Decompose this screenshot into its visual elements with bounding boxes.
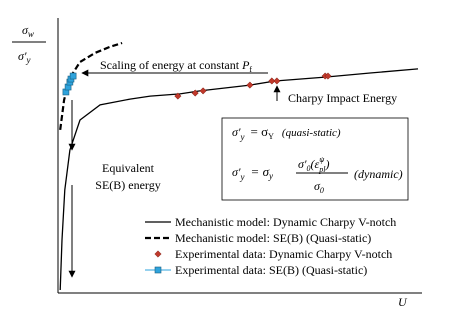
- legend-swatch: [154, 250, 162, 258]
- diamond-marker: [199, 87, 207, 95]
- equation-num: σ′0(ε̇ψ pl): [298, 155, 329, 174]
- curve: [59, 68, 419, 291]
- charpy-text: Charpy Impact Energy: [288, 91, 397, 105]
- y-label-num: σw: [22, 23, 34, 39]
- legend-label: Experimental data: Dynamic Charpy V-notc…: [175, 247, 392, 261]
- x-label: U: [398, 295, 408, 309]
- equiv-text: Equivalent: [102, 161, 155, 175]
- equiv-text: SE(B) energy: [95, 178, 160, 192]
- scaling-text: Scaling of energy at constant Pf: [100, 58, 252, 74]
- y-label-den: σ′y: [18, 49, 31, 65]
- equation: σ′y = σy: [232, 164, 273, 182]
- square-marker: [69, 72, 77, 80]
- equation-note: (dynamic): [354, 167, 403, 181]
- diamond-marker: [246, 81, 254, 89]
- equation: σ′y = σY (quasi-static): [232, 124, 341, 142]
- legend-label: Mechanistic model: Dynamic Charpy V-notc…: [175, 215, 396, 229]
- diamond-marker: [268, 77, 276, 85]
- legend-label: Mechanistic model: SE(B) (Quasi-static): [175, 231, 371, 245]
- diamond-marker: [324, 72, 332, 80]
- diamond-marker: [273, 77, 281, 85]
- diamond-marker: [174, 92, 182, 100]
- diamond-marker: [191, 89, 199, 97]
- equation-den: σ0: [314, 179, 324, 195]
- legend-swatch: [154, 266, 162, 274]
- curve: [59, 41, 123, 131]
- equation-box: [221, 117, 409, 201]
- legend-label: Experimental data: SE(B) (Quasi-static): [175, 263, 367, 277]
